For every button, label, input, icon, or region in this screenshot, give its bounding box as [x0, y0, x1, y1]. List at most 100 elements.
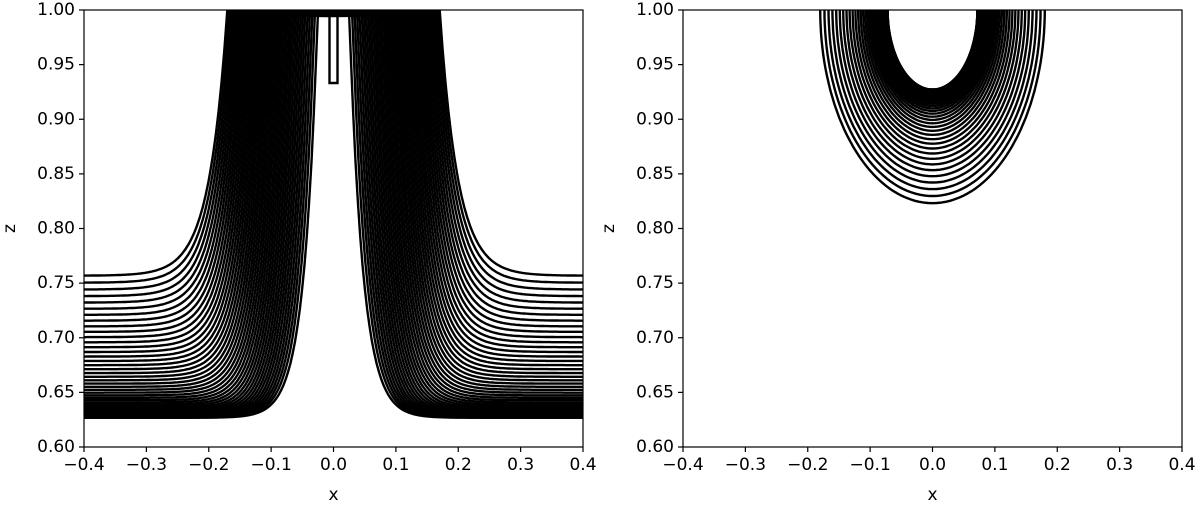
contour-line: [84, 10, 275, 394]
contour-line: [84, 10, 231, 284]
axes-frame: [682, 9, 1183, 448]
x-tick-label: 0.2: [445, 455, 472, 475]
y-tick-label: 0.70: [37, 328, 75, 348]
contour-line: [873, 10, 992, 113]
contour-line: [84, 10, 242, 322]
contour-line: [84, 10, 294, 413]
contour-line: [383, 10, 583, 404]
contour-line: [388, 10, 583, 399]
contour-line: [835, 10, 1030, 178]
contours: [819, 10, 1046, 205]
contour-line: [854, 10, 1011, 145]
contour-line: [379, 10, 583, 408]
contour-line: [84, 10, 273, 391]
x-tick-label: 0.3: [507, 455, 534, 475]
contour-line: [84, 10, 282, 402]
y-axis-label: z: [0, 224, 20, 233]
contour-line: [426, 10, 583, 316]
x-tick-label: −0.4: [662, 455, 703, 475]
contour-line: [390, 10, 583, 397]
contours: [84, 10, 583, 419]
x-axis-label: x: [328, 485, 338, 505]
contour-line: [831, 10, 1034, 184]
x-tick-label: 0.2: [1044, 455, 1071, 475]
contour-line: [394, 10, 583, 391]
contour-line: [84, 10, 266, 378]
contour-line: [84, 10, 290, 410]
contour-line: [84, 10, 237, 304]
contour-line: [396, 10, 583, 388]
contour-line: [392, 10, 583, 394]
contour-line: [371, 10, 583, 414]
contour-line: [848, 10, 1017, 155]
contour-line: [84, 10, 256, 358]
contour-line: [886, 10, 979, 91]
contour-line: [859, 10, 1006, 137]
contour-line: [838, 10, 1027, 172]
y-tick-label: 0.70: [636, 328, 674, 348]
contour-line: [84, 10, 260, 367]
x-tick-label: 0.0: [320, 455, 347, 475]
contour-line: [84, 10, 271, 388]
y-tick-label: 0.85: [636, 164, 674, 184]
contour-line: [84, 10, 241, 316]
y-tick-label: 0.65: [37, 382, 75, 402]
contour-line: [84, 10, 268, 382]
y-axis-label: z: [599, 224, 619, 233]
contour-line: [409, 10, 583, 363]
contour-line: [432, 10, 583, 298]
y-tick-label: 1.00: [636, 0, 674, 20]
contour-line: [84, 10, 277, 397]
contour-line: [877, 10, 988, 106]
contour-line: [84, 10, 269, 385]
contour-line: [381, 10, 583, 406]
panel: −0.4 −0.3 −0.2 −0.1 0.0 0.1 0.2 0.3 0.4 0.60 0.65 0…: [0, 0, 597, 505]
contour-line: [84, 10, 296, 414]
contour-line: [827, 10, 1038, 191]
y-tick-label: 1.00: [37, 0, 75, 20]
contour-line: [252, 10, 415, 18]
contour-line: [875, 10, 990, 110]
contour-line: [876, 10, 989, 108]
x-tick-label: 0.4: [569, 455, 596, 475]
contour-line: [430, 10, 583, 304]
contour-line: [864, 10, 1001, 129]
contour-line: [436, 10, 583, 284]
x-tick-label: −0.2: [787, 455, 828, 475]
contour-line: [421, 10, 583, 333]
contour-line: [870, 10, 995, 118]
y-tick-label: 0.80: [37, 219, 75, 239]
contour-line: [845, 10, 1020, 161]
axes-frame: [83, 9, 584, 448]
contour-line: [866, 10, 999, 125]
x-tick-label: −0.3: [126, 455, 167, 475]
contour-line: [84, 10, 248, 339]
contour-line: [401, 10, 583, 378]
y-tick-label: 0.95: [37, 55, 75, 75]
contour-line: [375, 10, 583, 411]
x-tick-label: 0.0: [919, 455, 946, 475]
x-tick-label: −0.1: [849, 455, 890, 475]
contour-line: [84, 10, 292, 411]
contour-line: [84, 10, 284, 404]
contour-line: [84, 10, 235, 298]
contour-line: [399, 10, 583, 382]
y-tick-label: 0.65: [636, 382, 674, 402]
contour-line: [428, 10, 583, 310]
contour-line: [407, 10, 583, 367]
contour-line: [84, 10, 258, 363]
y-tick-label: 0.90: [37, 109, 75, 129]
contour-line: [823, 10, 1042, 198]
contour-line: [373, 10, 583, 413]
contour-line: [425, 10, 583, 322]
contour-line: [398, 10, 583, 385]
contour-line: [415, 10, 583, 349]
contour-line: [84, 10, 233, 291]
y-tick-label: 0.75: [37, 273, 75, 293]
contour-line: [405, 10, 583, 371]
contour-line: [423, 10, 583, 328]
contour-line: [438, 10, 583, 277]
contour-line: [84, 10, 252, 349]
x-tick-label: −0.3: [725, 455, 766, 475]
contour-line: [857, 10, 1008, 141]
